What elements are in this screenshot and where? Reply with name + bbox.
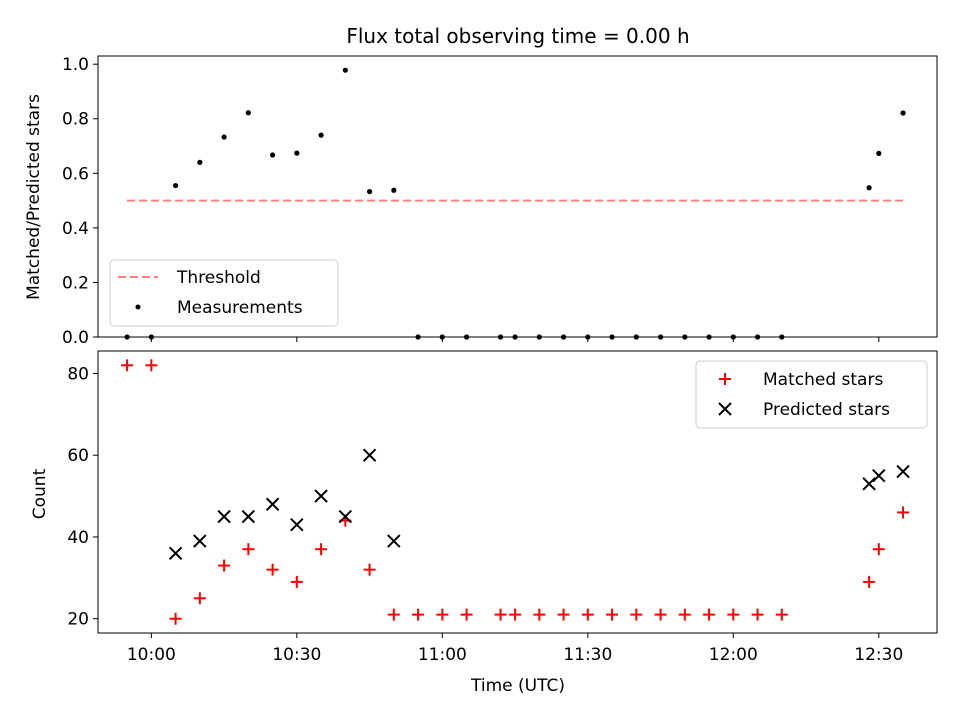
top-axes: 0.0 0.2 0.4 0.6 0.8 1.0 bbox=[62, 55, 938, 348]
matched-star-point bbox=[436, 608, 449, 621]
predicted-star-point bbox=[314, 489, 328, 503]
matched-star-point bbox=[727, 608, 740, 621]
predicted-star-point bbox=[193, 534, 207, 548]
bottom-plot-frame bbox=[97, 350, 938, 634]
predicted-star-point bbox=[872, 468, 886, 483]
measurement-point bbox=[900, 110, 906, 116]
legend-matched-swatch bbox=[719, 373, 731, 385]
matched-star-point bbox=[387, 608, 400, 621]
legend-predicted-label: Predicted stars bbox=[763, 400, 890, 420]
matched-star-point bbox=[460, 608, 473, 621]
measurement-point bbox=[294, 150, 300, 156]
matched-star-point bbox=[169, 612, 182, 625]
bottom-y-tick-label: 20 bbox=[67, 610, 89, 630]
legend-threshold-label: Threshold bbox=[176, 268, 261, 288]
bottom-panel: 20 40 60 80 10:00 10:30 11:00 11:30 12:00 12:30 C… bbox=[30, 350, 938, 696]
top-y-tick-label: 0.8 bbox=[62, 110, 89, 130]
x-tick-label: 12:00 bbox=[709, 645, 758, 665]
bottom-legend-frame bbox=[695, 360, 928, 429]
legend-predicted-swatch bbox=[718, 402, 732, 416]
matched-star-point bbox=[121, 359, 134, 372]
measurement-point bbox=[197, 159, 203, 165]
bottom-y-axis-label: Count bbox=[30, 468, 50, 519]
matched-star-point bbox=[678, 608, 691, 621]
matched-star-point bbox=[557, 608, 570, 621]
legend-matched-label: Matched stars bbox=[763, 370, 883, 390]
measurement-point bbox=[318, 132, 324, 138]
matched-star-point bbox=[751, 608, 764, 621]
top-plot-frame bbox=[97, 55, 938, 338]
matched-star-point bbox=[494, 608, 507, 621]
matched-star-point bbox=[606, 608, 619, 621]
predicted-star-point bbox=[362, 448, 377, 462]
matched-star-point bbox=[290, 575, 303, 588]
measurement-point bbox=[391, 187, 397, 193]
matched-star-point bbox=[775, 608, 788, 621]
x-tick-label: 10:30 bbox=[272, 645, 321, 665]
top-y-axis-label: Matched/Predicted stars bbox=[24, 94, 44, 300]
measurement-point bbox=[221, 134, 227, 140]
matched-star-point bbox=[863, 575, 876, 588]
predicted-star-point bbox=[217, 509, 231, 524]
predicted-star-point bbox=[338, 509, 353, 524]
legend-measurements-swatch bbox=[135, 304, 141, 310]
matched-star-point bbox=[218, 559, 231, 572]
top-y-tick-label: 0.4 bbox=[62, 219, 89, 239]
matched-star-point bbox=[266, 563, 279, 576]
x-axis-label: Time (UTC) bbox=[470, 676, 565, 696]
matched-star-point bbox=[412, 608, 425, 621]
matched-star-point bbox=[315, 543, 328, 556]
top-y-tick-label: 1.0 bbox=[62, 55, 89, 75]
predicted-star-point bbox=[862, 477, 876, 491]
measurement-point bbox=[245, 110, 251, 116]
matched-star-point bbox=[654, 608, 667, 621]
predicted-star-point bbox=[265, 497, 280, 511]
bottom-legend: Matched stars Predicted stars bbox=[695, 360, 928, 429]
matched-star-point bbox=[630, 608, 643, 621]
bottom-axes: 20 40 60 80 10:00 10:30 11:00 11:30 12:00 12:30 bbox=[67, 350, 938, 665]
bottom-marks bbox=[121, 359, 910, 625]
matched-star-point bbox=[363, 563, 376, 576]
bottom-y-tick-label: 80 bbox=[67, 364, 89, 384]
measurement-point bbox=[876, 150, 882, 156]
measurement-point bbox=[269, 152, 276, 158]
legend-measurements-label: Measurements bbox=[177, 298, 303, 318]
matched-star-point bbox=[581, 608, 594, 621]
predicted-star-point bbox=[896, 464, 910, 479]
matched-star-point bbox=[242, 543, 255, 556]
matched-star-point bbox=[897, 506, 910, 519]
measurement-point bbox=[172, 182, 179, 189]
predicted-star-point bbox=[241, 509, 256, 524]
top-y-tick-label: 0.6 bbox=[62, 164, 89, 184]
measurement-point bbox=[342, 67, 348, 73]
bottom-y-tick-label: 40 bbox=[67, 528, 89, 548]
x-tick-label: 10:00 bbox=[127, 645, 176, 665]
matched-star-point bbox=[509, 608, 522, 621]
matched-star-point bbox=[193, 592, 206, 605]
top-panel: Flux total observing time = 0.00 h 0.00.… bbox=[24, 24, 938, 348]
bottom-y-tick-label: 60 bbox=[67, 446, 89, 466]
predicted-star-point bbox=[290, 517, 304, 532]
matched-star-point bbox=[703, 608, 716, 621]
matched-star-point bbox=[145, 359, 158, 372]
top-y-tick-label: 0.2 bbox=[62, 273, 89, 293]
measurement-point bbox=[366, 188, 373, 195]
x-tick-label: 11:00 bbox=[418, 645, 467, 665]
x-tick-label: 11:30 bbox=[563, 645, 612, 665]
measurement-point bbox=[866, 185, 872, 191]
top-chart-title: Flux total observing time = 0.00 h bbox=[346, 24, 689, 48]
top-legend-frame bbox=[109, 259, 339, 327]
matched-star-point bbox=[533, 608, 546, 621]
top-y-tick-label: 0.0 bbox=[62, 328, 89, 348]
x-tick-label: 12:30 bbox=[854, 645, 903, 665]
predicted-star-point bbox=[387, 534, 401, 548]
top-legend: Threshold Measurements bbox=[109, 259, 339, 327]
matched-star-point bbox=[872, 543, 885, 556]
predicted-star-point bbox=[168, 546, 183, 561]
